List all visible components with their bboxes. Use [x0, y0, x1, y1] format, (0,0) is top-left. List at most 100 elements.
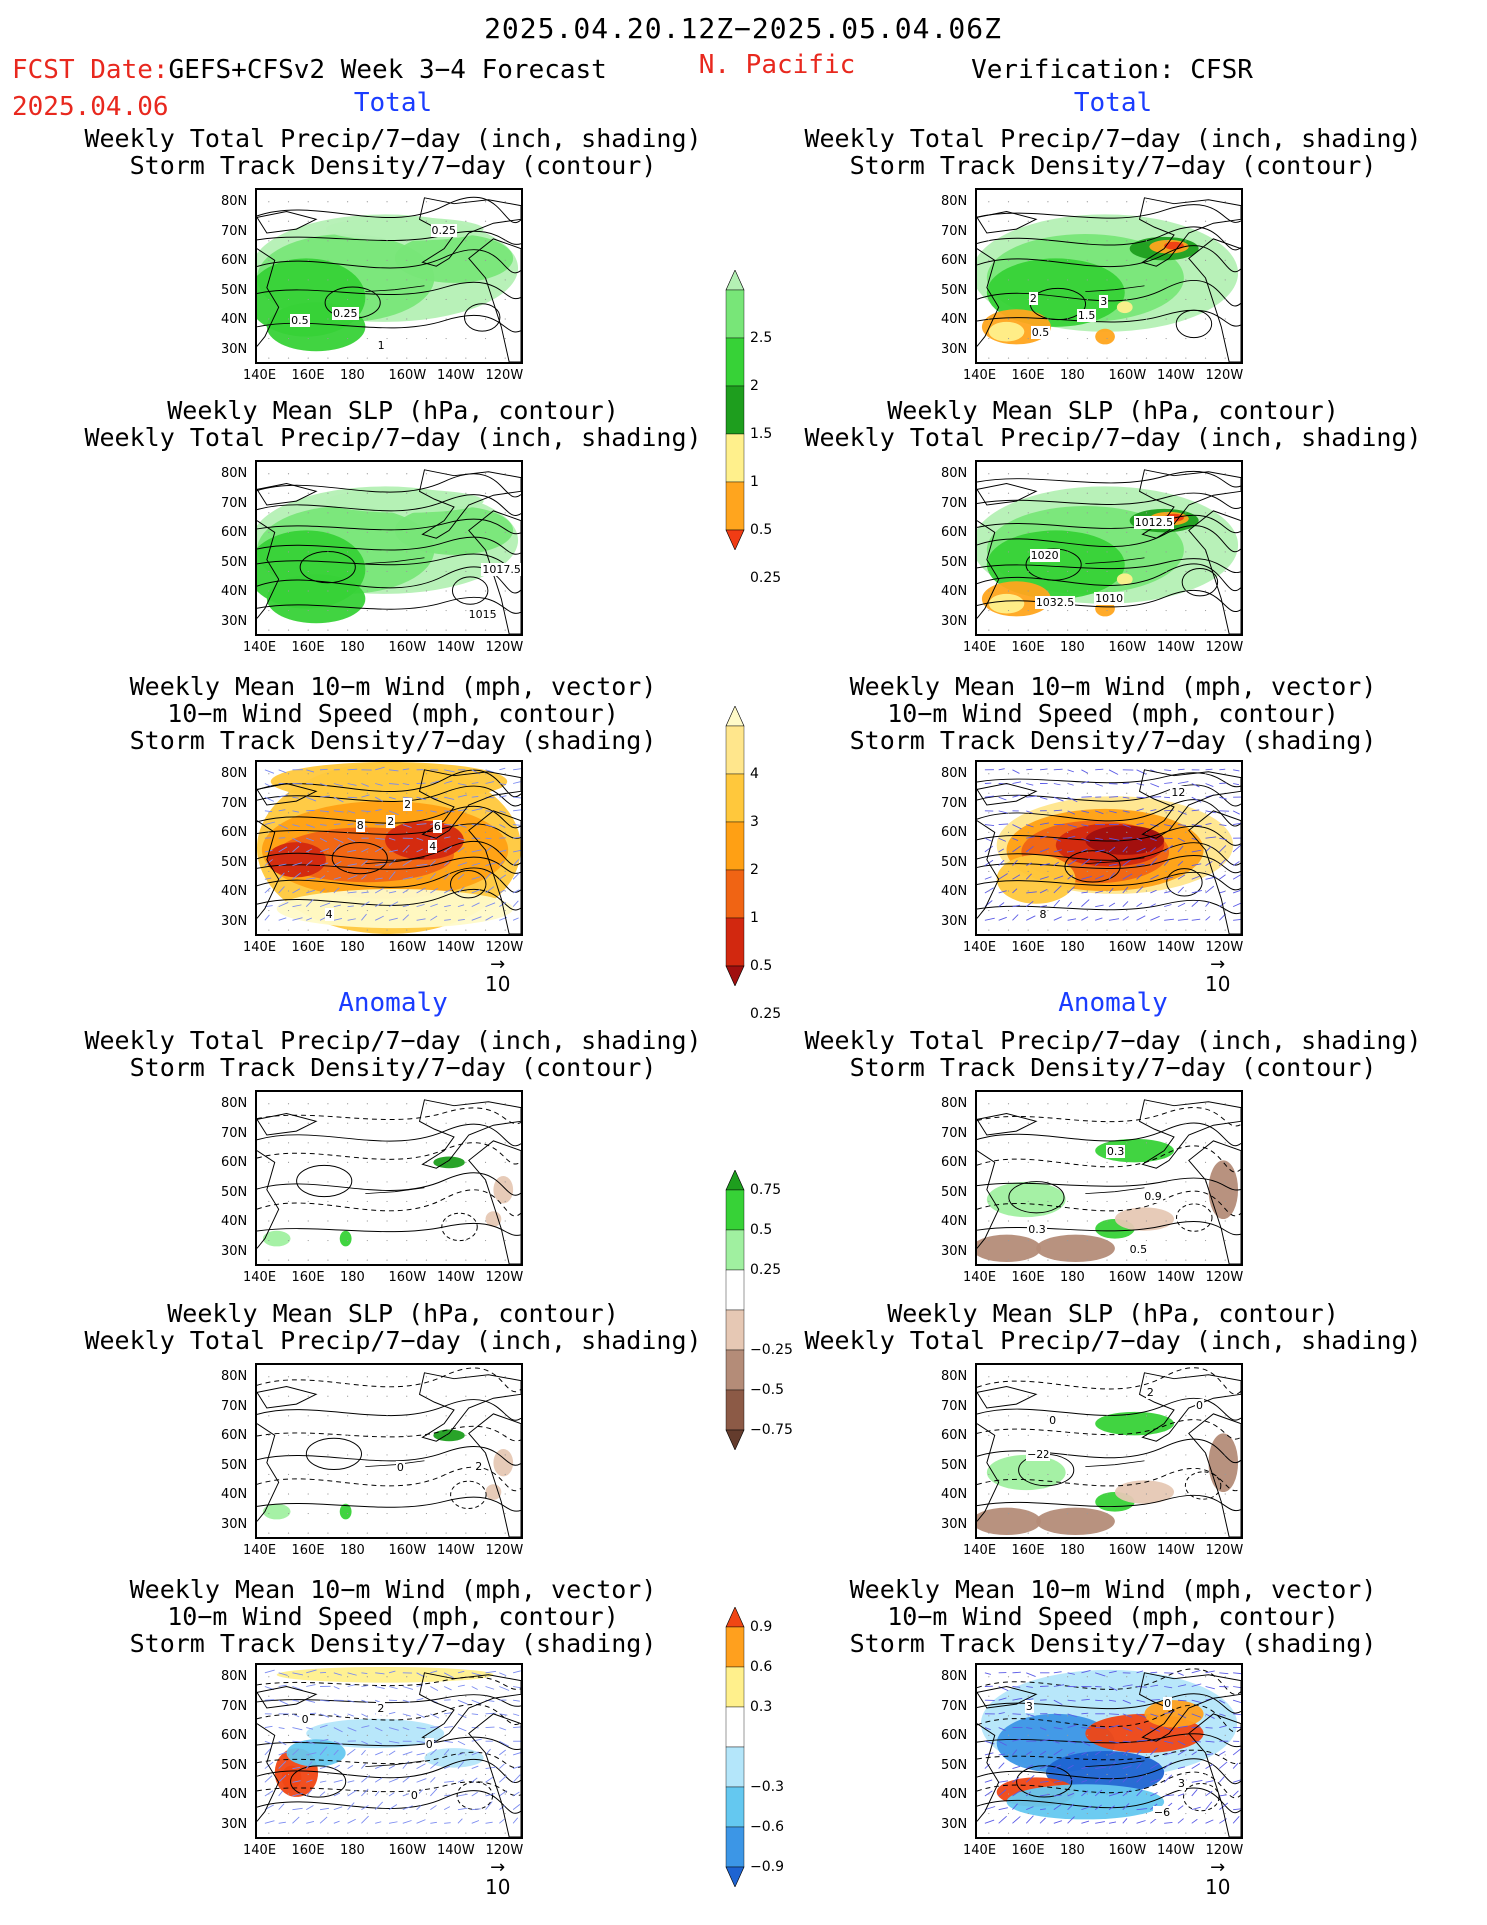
wind-vector [998, 796, 1007, 801]
wind-vector [1191, 1789, 1198, 1797]
contour-line [441, 1212, 478, 1242]
wind-vector [1039, 876, 1049, 880]
verification-panel-4-title-line-1: Weekly Total Precip/7−day (inch, shading… [804, 1026, 1422, 1055]
lat-tick-label: 50N [221, 1757, 248, 1773]
wind-vector [1081, 1740, 1091, 1747]
wind-vector [292, 1740, 303, 1743]
wind-vector [430, 1761, 439, 1769]
lon-tick-label: 140W [1157, 1543, 1195, 1558]
coastline [977, 1685, 1038, 1709]
wind-vector [1177, 886, 1184, 894]
wind-vector [984, 1672, 992, 1675]
wind-vector [1067, 1672, 1075, 1675]
colorbar-label: −0.6 [750, 1819, 784, 1835]
wind-vector [1094, 1804, 1102, 1810]
wind-vector [264, 849, 273, 853]
lat-tick-label: 40N [221, 1487, 248, 1502]
map-canvas [257, 1365, 521, 1537]
wind-vector [1095, 1699, 1103, 1702]
wind-vector [1232, 1779, 1241, 1783]
wind-vector [1026, 1686, 1033, 1688]
contour-line [977, 1107, 1241, 1127]
contour-line [977, 492, 1241, 509]
wind-vector [1150, 824, 1159, 827]
map-canvas [977, 462, 1241, 634]
lat-tick-label: 30N [221, 1816, 248, 1832]
lon-tick-label: 120W [485, 640, 524, 655]
wind-vector [361, 1749, 366, 1756]
wind-vector [1122, 1777, 1128, 1783]
forecast-map-4 [255, 1090, 523, 1266]
coastline [257, 210, 318, 234]
wind-vector [1108, 872, 1116, 880]
shade-blob [986, 1454, 1066, 1491]
lon-tick-label: 140W [1157, 1270, 1195, 1285]
lon-tick-label: 140E [963, 1843, 997, 1858]
wind-vector [416, 1805, 422, 1810]
coastline [1138, 1372, 1241, 1442]
wind-vector [1108, 902, 1116, 908]
wind-vector [499, 1713, 508, 1716]
coastline [977, 820, 1000, 919]
contour-label: 1 [376, 339, 386, 353]
wind-vector [1067, 850, 1075, 853]
wind-vector [402, 1713, 411, 1717]
wind-vector [430, 1686, 439, 1691]
colorbar-label: 1.5 [750, 426, 773, 442]
wind-vector [375, 1821, 382, 1824]
wind-vector [1191, 900, 1199, 907]
wind-vector [457, 904, 465, 908]
wind-vector [1067, 796, 1078, 803]
wind-vector [1177, 781, 1189, 784]
wind-vector [1219, 796, 1227, 800]
wind-vector [485, 915, 494, 921]
contour-line [257, 889, 521, 911]
wind-vector [1081, 1712, 1089, 1715]
aleutians [365, 1460, 425, 1468]
lat-tick-label: 70N [221, 223, 248, 239]
shade-blob [1116, 573, 1133, 586]
wind-vector [1150, 1671, 1158, 1674]
wind-vector [457, 1818, 463, 1824]
wind-vector [388, 849, 399, 853]
colorbar-label: 0.25 [750, 570, 782, 586]
wind-vector [457, 1670, 465, 1674]
wind-vector [1233, 822, 1241, 825]
wind-vector [333, 796, 344, 803]
wind-vector [264, 1820, 275, 1824]
contour-label: 6 [432, 819, 442, 833]
wind-vector [1053, 837, 1062, 842]
wind-vector [1232, 1763, 1239, 1769]
wind-vector [319, 837, 328, 843]
colorbar-label: 2 [750, 378, 759, 394]
wind-vector [1205, 768, 1213, 771]
wind-vector [471, 1777, 478, 1783]
contour-line [257, 1676, 521, 1690]
lat-tick-label: 40N [941, 1214, 968, 1229]
wind-vector [278, 794, 289, 798]
verification-panel-6-title-line-3: Storm Track Density/7−day (shading) [849, 1629, 1377, 1658]
contour-line [977, 799, 1241, 827]
coastline [468, 510, 521, 634]
lon-tick-label: 160W [1108, 368, 1147, 383]
wind-vector [1026, 1727, 1033, 1729]
wind-vector [1191, 918, 1201, 921]
contour-line [1183, 1782, 1220, 1812]
wind-vector [512, 1817, 519, 1824]
wind-vector [1219, 1794, 1227, 1797]
shade-blob [988, 321, 1025, 342]
wind-vector [485, 1801, 493, 1810]
map-canvas [977, 1092, 1241, 1264]
lon-tick-label: 140E [243, 368, 277, 383]
wind-vector [984, 837, 992, 842]
wind-vector [1081, 1751, 1087, 1756]
wind-vector [1191, 875, 1200, 880]
shade-blob [1114, 1480, 1175, 1504]
lat-tick-label: 70N [221, 1398, 248, 1414]
colorbar-label: 0.25 [750, 1262, 782, 1278]
lat-tick-label: 40N [941, 1487, 968, 1502]
colorbar-cap [725, 270, 745, 291]
wind-vector [444, 769, 455, 773]
verification-panel-4-title-line-2: Storm Track Density/7−day (contour) [849, 1053, 1377, 1082]
section-total-left: Total [353, 88, 433, 118]
